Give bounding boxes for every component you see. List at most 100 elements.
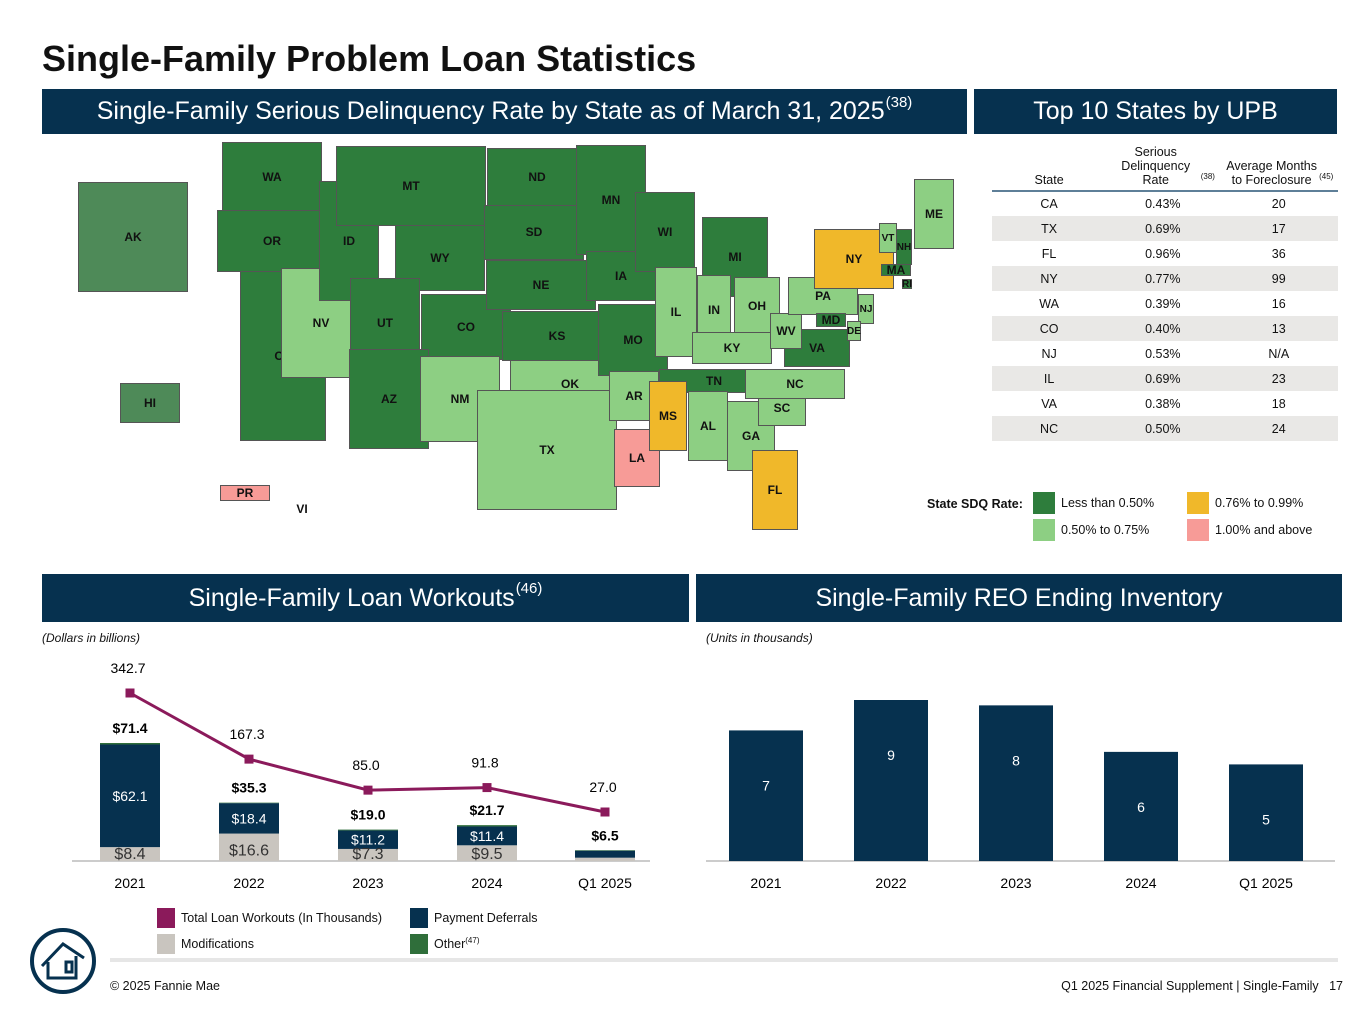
cell-months: 36 bbox=[1271, 246, 1286, 261]
x-tick-label: 2024 bbox=[471, 875, 502, 891]
workouts-header: Single-Family Loan Workouts (46) bbox=[42, 574, 689, 622]
state-ri: RI bbox=[902, 278, 912, 290]
map-section-title: Single-Family Serious Delinquency Rate b… bbox=[96, 97, 885, 125]
table-row: IL 0.69% 23 bbox=[992, 366, 1338, 391]
sdq-legend-title: State SDQ Rate: bbox=[927, 497, 1023, 511]
x-tick-label: 2022 bbox=[233, 875, 264, 891]
state-tx: TX bbox=[477, 390, 617, 510]
state-or: OR bbox=[217, 210, 327, 272]
bar-other bbox=[219, 802, 279, 804]
line-marker bbox=[244, 754, 254, 764]
state-mn: MN bbox=[576, 145, 646, 255]
cell-months: 99 bbox=[1219, 266, 1338, 291]
top10-title: Top 10 States by UPB bbox=[1033, 97, 1278, 125]
table-row: NY 0.77% 99 bbox=[992, 266, 1338, 291]
reo-bar bbox=[979, 705, 1053, 861]
cell-state: VA bbox=[1041, 396, 1057, 411]
bar-other bbox=[457, 825, 517, 827]
deferrals-label: $11.4 bbox=[470, 828, 504, 844]
state-ny: NY bbox=[814, 229, 894, 289]
state-fl: FL bbox=[752, 450, 798, 530]
state-ak: AK bbox=[78, 182, 188, 292]
cell-sdq-rate: 0.53% bbox=[1145, 346, 1181, 361]
reo-bar bbox=[854, 700, 928, 861]
table-row: VA 0.38% 18 bbox=[992, 391, 1338, 416]
reo-value-label: 7 bbox=[762, 777, 770, 793]
map-section-footnote: (38) bbox=[885, 93, 913, 111]
reo-header: Single-Family REO Ending Inventory bbox=[696, 574, 1342, 622]
state-nh: NH bbox=[896, 229, 912, 265]
cell-months: N/A bbox=[1268, 346, 1290, 361]
bar-modifications bbox=[338, 848, 398, 861]
reo-x-tick-label: 2024 bbox=[1125, 875, 1156, 891]
cell-months: 23 bbox=[1219, 366, 1338, 391]
legend-050-075: 0.50% to 0.75% bbox=[1033, 519, 1149, 541]
deferrals-label: $11.2 bbox=[351, 832, 385, 848]
x-tick-label: 2021 bbox=[114, 875, 145, 891]
state-wv: WV bbox=[770, 313, 802, 349]
legend-payment-deferrals: Payment Deferrals bbox=[410, 908, 538, 928]
bar-other bbox=[100, 743, 160, 745]
map-section-header: Single-Family Serious Delinquency Rate b… bbox=[42, 89, 967, 134]
modifications-label: $9.5 bbox=[471, 846, 502, 863]
state-nj: NJ bbox=[858, 294, 874, 324]
reo-bar bbox=[1104, 751, 1178, 861]
cell-state: NC bbox=[992, 416, 1107, 441]
table-row: CA 0.43% 20 bbox=[992, 191, 1338, 216]
cell-state: CO bbox=[992, 316, 1107, 341]
reo-value-label: 6 bbox=[1137, 799, 1145, 815]
cell-months: 16 bbox=[1271, 296, 1286, 311]
workouts-units-note: (Dollars in billions) bbox=[42, 631, 141, 645]
cell-months: 13 bbox=[1219, 316, 1338, 341]
cell-sdq-rate: 0.69% bbox=[1106, 366, 1220, 391]
state-ne: NE bbox=[486, 260, 596, 310]
state-pr: PR bbox=[220, 485, 270, 501]
line-value-label: 91.8 bbox=[471, 755, 498, 771]
copyright: © 2025 Fannie Mae bbox=[110, 979, 220, 993]
cell-months: 24 bbox=[1219, 416, 1338, 441]
line-marker bbox=[125, 688, 135, 698]
footer-divider bbox=[110, 958, 1338, 962]
total-label: $35.3 bbox=[231, 780, 266, 796]
reo-value-label: 8 bbox=[1012, 752, 1020, 768]
state-de: DE bbox=[847, 321, 861, 341]
modifications-label: $8.4 bbox=[114, 846, 145, 863]
bar-payment-deferrals bbox=[338, 830, 398, 849]
cell-sdq-rate: 0.43% bbox=[1145, 197, 1181, 211]
total-label: $21.7 bbox=[469, 802, 504, 818]
line-marker bbox=[482, 783, 492, 793]
cell-months: 17 bbox=[1219, 216, 1338, 241]
state-md: MD bbox=[816, 313, 846, 327]
state-il: IL bbox=[655, 267, 697, 357]
legend-modifications: Modifications bbox=[157, 934, 254, 954]
line-marker bbox=[363, 785, 373, 795]
cell-sdq-rate: 0.39% bbox=[1145, 296, 1181, 311]
reo-x-tick-label: 2023 bbox=[1000, 875, 1031, 891]
cell-state: NJ bbox=[1041, 346, 1057, 361]
bar-modifications bbox=[457, 845, 517, 861]
cell-state: FL bbox=[1041, 246, 1057, 261]
modifications-label: $16.6 bbox=[229, 842, 269, 859]
state-me: ME bbox=[914, 179, 954, 249]
bar-other bbox=[575, 850, 635, 851]
table-row: NJ 0.53% N/A bbox=[992, 341, 1338, 366]
cell-sdq-rate: 0.40% bbox=[1106, 316, 1220, 341]
bar-modifications bbox=[219, 833, 279, 861]
cell-months: 20 bbox=[1271, 197, 1286, 211]
state-nc: NC bbox=[745, 369, 845, 399]
cell-state: TX bbox=[992, 216, 1107, 241]
reo-units-note: (Units in thousands) bbox=[706, 631, 813, 645]
state-ma: MA bbox=[881, 263, 911, 277]
bar-payment-deferrals bbox=[575, 850, 635, 858]
legend-less-050: Less than 0.50% bbox=[1033, 492, 1154, 514]
modifications-label: $7.3 bbox=[352, 846, 383, 863]
state-az: AZ bbox=[349, 349, 429, 449]
line-value-label: 85.0 bbox=[352, 757, 379, 773]
reo-title: Single-Family REO Ending Inventory bbox=[815, 583, 1223, 612]
reo-value-label: 9 bbox=[887, 747, 895, 763]
bar-payment-deferrals bbox=[457, 826, 517, 846]
line-value-label: 27.0 bbox=[589, 779, 616, 795]
cell-sdq-rate: 0.77% bbox=[1106, 266, 1220, 291]
table-row: NC 0.50% 24 bbox=[992, 416, 1338, 441]
reo-x-tick-label: 2021 bbox=[750, 875, 781, 891]
